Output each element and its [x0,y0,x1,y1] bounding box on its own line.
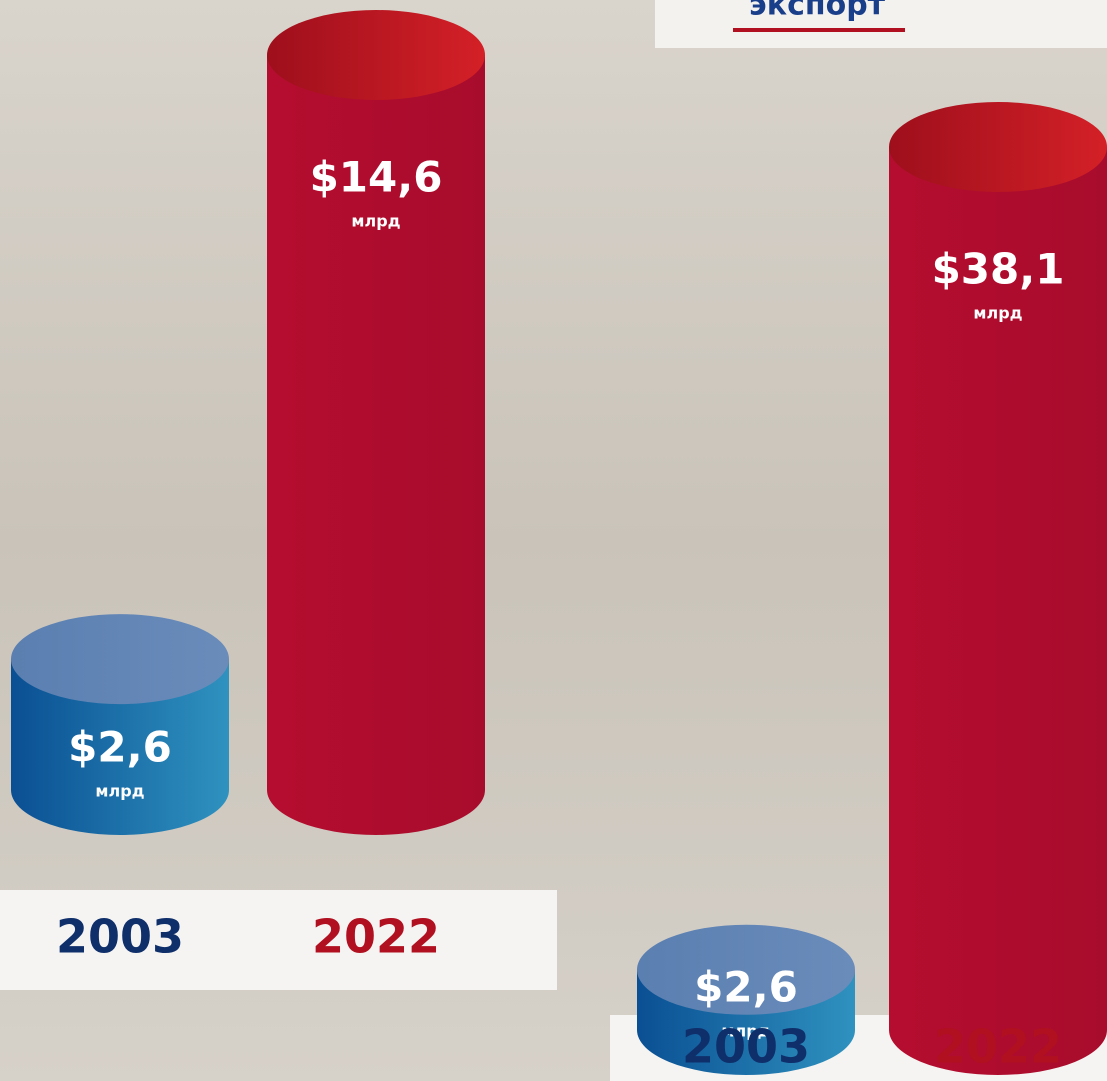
cylinder-top [11,614,229,705]
title-box [655,0,1107,48]
x-tick-label: 2022 [312,910,440,964]
value-label: $2,6 [68,723,172,772]
x-tick-label: 2022 [934,1020,1062,1074]
x-tick-label: 2003 [682,1020,810,1074]
unit-label: млрд [95,782,144,801]
x-tick-label: 2003 [56,910,184,964]
value-label: $2,6 [694,963,798,1012]
unit-label: млрд [351,212,400,231]
cylinder-body [267,55,485,835]
title-underline [733,28,905,32]
cylinder-body [11,659,229,835]
label-band [0,890,557,990]
cylinder-top [637,924,855,1015]
chart-title: экспорт [749,0,886,23]
value-label: $38,1 [932,245,1065,294]
value-label: $14,6 [310,153,443,202]
cylinder-top [267,10,485,100]
cylinder-top [889,102,1107,192]
unit-label: млрд [721,1022,770,1041]
cylinder-body [889,147,1107,1075]
unit-label: млрд [973,304,1022,323]
